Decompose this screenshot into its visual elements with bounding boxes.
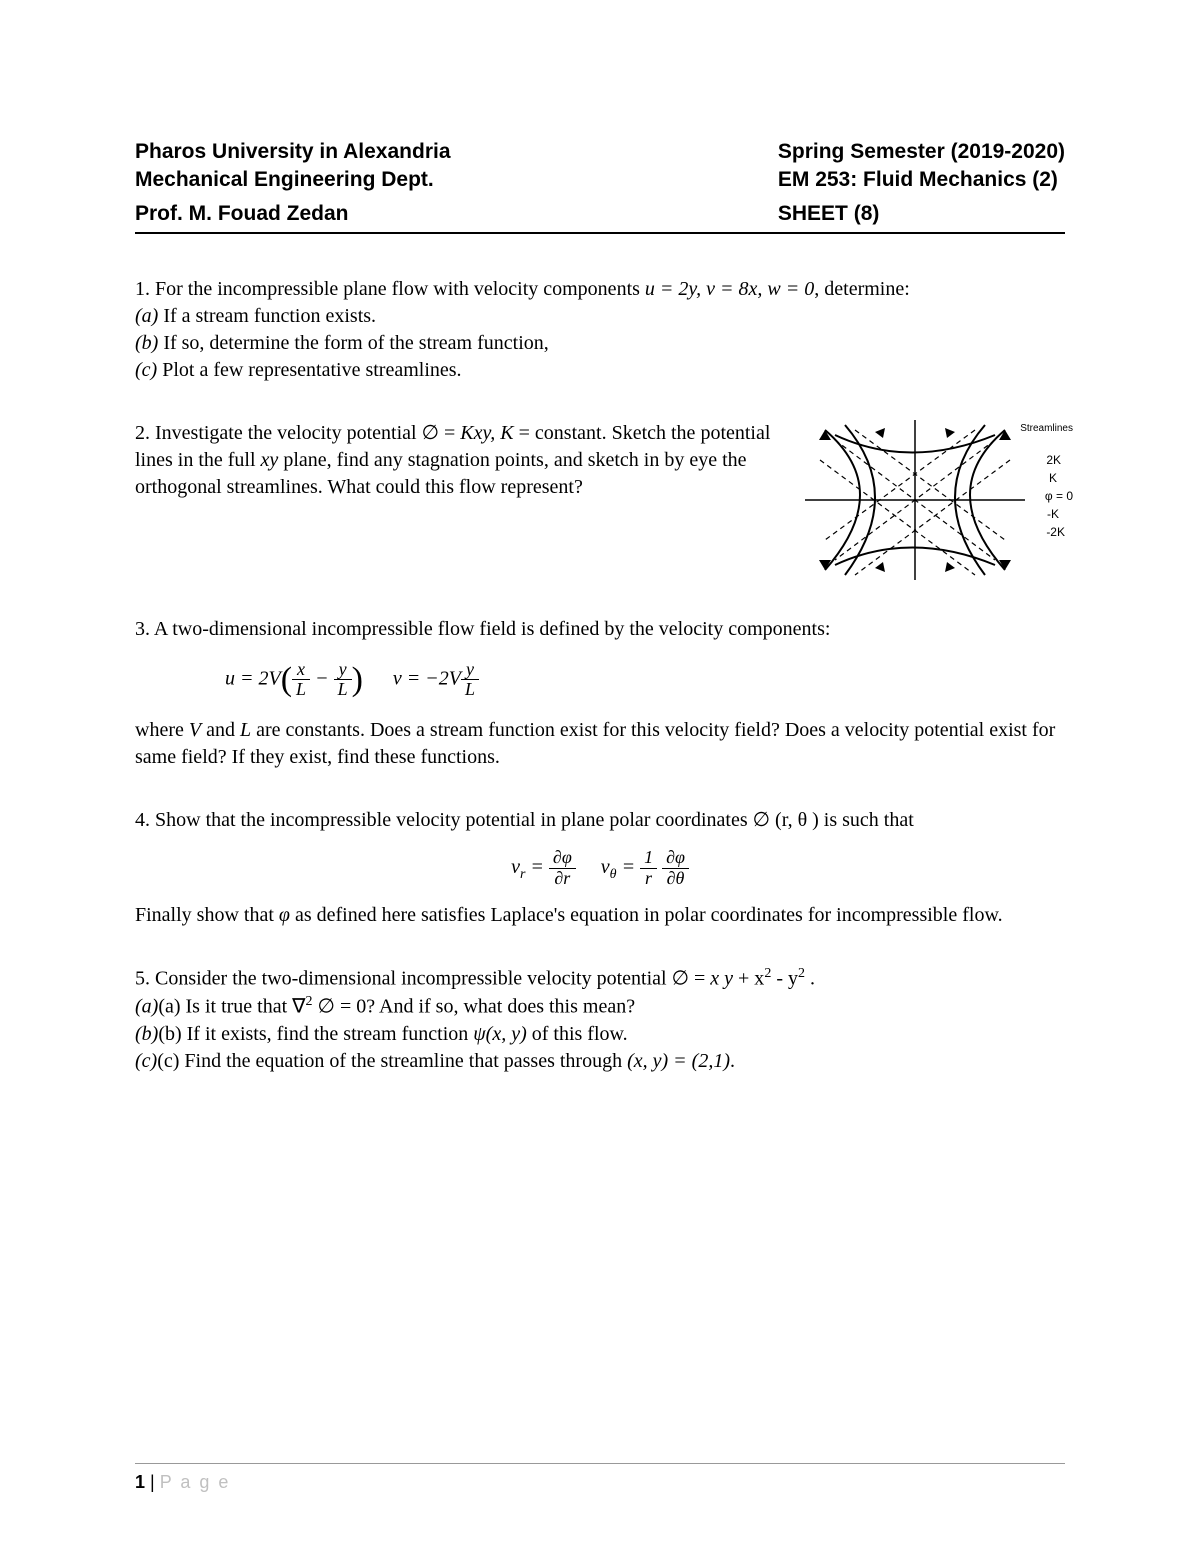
- p4-dr: ∂r: [549, 869, 576, 889]
- p3-after-c: and: [201, 719, 240, 741]
- p4-intro: 4. Show that the incompressible velocity…: [135, 807, 1065, 834]
- p1-c: (c) Plot a few representative streamline…: [135, 357, 1065, 384]
- streamlines-svg: [805, 420, 1065, 580]
- p1-intro-a: 1. For the incompressible plane flow wit…: [135, 278, 645, 300]
- p5-intro-e: .: [805, 968, 815, 990]
- p5-intro: 5. Consider the two-dimensional incompre…: [135, 965, 1065, 993]
- department-name: Mechanical Engineering Dept.: [135, 168, 451, 192]
- p5-c: (c)(c) Find the equation of the streamli…: [135, 1048, 1065, 1075]
- p5-intro-c: + x: [733, 968, 764, 990]
- p4-vth: v: [601, 856, 610, 878]
- p4-after: Finally show that φ as defined here sati…: [135, 902, 1065, 929]
- fig-label-2: K: [1049, 470, 1057, 486]
- footer-sep: |: [145, 1472, 160, 1492]
- p4-one: 1: [640, 848, 657, 869]
- p5-a: (a)(a) Is it true that ∇2 ∅ = 0? And if …: [135, 993, 1065, 1021]
- p1-intro-b: u = 2y, v = 8x, w = 0: [645, 278, 814, 300]
- p4-eq2: =: [617, 856, 641, 878]
- p3-after-b: V: [189, 719, 201, 741]
- header-rule: [135, 232, 1065, 234]
- university-name: Pharos University in Alexandria: [135, 140, 451, 164]
- p3-after-e: are constants. Does a stream function ex…: [135, 719, 1055, 768]
- semester-label: Spring Semester (2019-2020): [778, 140, 1065, 164]
- p5-intro-a: 5. Consider the two-dimensional incompre…: [135, 968, 710, 990]
- p1-a: (a) If a stream function exists.: [135, 303, 1065, 330]
- course-label: EM 253: Fluid Mechanics (2): [778, 168, 1065, 192]
- problem-1: 1. For the incompressible plane flow wit…: [135, 276, 1065, 384]
- p4-dphi1: ∂φ: [549, 848, 576, 869]
- problem-4: 4. Show that the incompressible velocity…: [135, 807, 1065, 930]
- fig-label-3: φ = 0: [1045, 488, 1073, 504]
- p3-u: u = 2V: [225, 668, 281, 690]
- p2-b: Kxy, K: [460, 422, 513, 444]
- p4-thsub: θ: [610, 867, 617, 882]
- p5-intro-b: x y: [710, 968, 733, 990]
- p5-a2: ∅ = 0? And if so, what does this mean?: [313, 996, 636, 1018]
- p5-b2: ψ(x, y): [473, 1023, 527, 1045]
- p4-r: r: [640, 869, 657, 889]
- p4-after-a: Finally show that: [135, 904, 279, 926]
- p4-formula: vr = ∂φ∂r vθ = 1r ∂φ∂θ: [135, 848, 1065, 889]
- professor-name: Prof. M. Fouad Zedan: [135, 202, 451, 226]
- p5-b3: of this flow.: [527, 1023, 628, 1045]
- p1-intro-c: , determine:: [814, 278, 910, 300]
- p3-L1: L: [292, 680, 310, 700]
- problem-3: 3. A two-dimensional incompressible flow…: [135, 616, 1065, 771]
- p5-a1: (a) Is it true that ∇: [158, 996, 305, 1018]
- p5-b: (b)(b) If it exists, find the stream fun…: [135, 1021, 1065, 1048]
- p4-vr: v: [511, 856, 520, 878]
- p4-eq1: =: [525, 856, 549, 878]
- problem-5: 5. Consider the two-dimensional incompre…: [135, 965, 1065, 1074]
- p4-dphi2: ∂φ: [662, 848, 689, 869]
- p3-L2: L: [334, 680, 352, 700]
- footer-page-label: P a g e: [160, 1472, 231, 1492]
- problem-2: 2. Investigate the velocity potential ∅ …: [135, 420, 1065, 580]
- p3-intro: 3. A two-dimensional incompressible flow…: [135, 616, 1065, 643]
- p3-L3: L: [461, 680, 479, 700]
- p3-x: x: [292, 660, 310, 681]
- header-right-column: Spring Semester (2019-2020) EM 253: Flui…: [778, 140, 1065, 226]
- page-footer: 1 | P a g e: [135, 1463, 1065, 1493]
- sheet-label: SHEET (8): [778, 202, 1065, 226]
- p2-d: xy: [261, 449, 279, 471]
- p2-figure: Streamlines 2K K φ = 0 -K -2K: [805, 420, 1065, 580]
- header-left-column: Pharos University in Alexandria Mechanic…: [135, 140, 451, 226]
- p5-intro-d: - y: [771, 968, 798, 990]
- p3-after-a: where: [135, 719, 189, 741]
- p4-after-c: as defined here satisfies Laplace's equa…: [290, 904, 1003, 926]
- p5-c2: (x, y) = (2,1): [627, 1050, 730, 1072]
- p3-y1: y: [334, 660, 352, 681]
- p3-formula: u = 2V(xL − yL) v = −2VyL: [135, 657, 1065, 703]
- p4-dth: ∂θ: [662, 869, 689, 889]
- p4-after-b: φ: [279, 904, 290, 926]
- p3-after: where V and L are constants. Does a stre…: [135, 717, 1065, 771]
- p1-b: (b) If so, determine the form of the str…: [135, 330, 1065, 357]
- fig-label-4: -K: [1047, 506, 1059, 522]
- p2-a: 2. Investigate the velocity potential ∅ …: [135, 422, 460, 444]
- footer-page-number: 1: [135, 1472, 145, 1492]
- p3-y2: y: [461, 660, 479, 681]
- p5-c3: .: [730, 1050, 735, 1072]
- fig-label-0: Streamlines: [1020, 422, 1073, 436]
- p3-after-d: L: [240, 719, 251, 741]
- fig-label-1: 2K: [1046, 452, 1061, 468]
- fig-label-5: -2K: [1046, 524, 1065, 540]
- p5-b1: (b) If it exists, find the stream functi…: [158, 1023, 473, 1045]
- p5-c1: (c) Find the equation of the streamline …: [157, 1050, 627, 1072]
- p3-v: v = −2V: [393, 668, 461, 690]
- document-header: Pharos University in Alexandria Mechanic…: [135, 140, 1065, 226]
- p2-text: 2. Investigate the velocity potential ∅ …: [135, 420, 785, 501]
